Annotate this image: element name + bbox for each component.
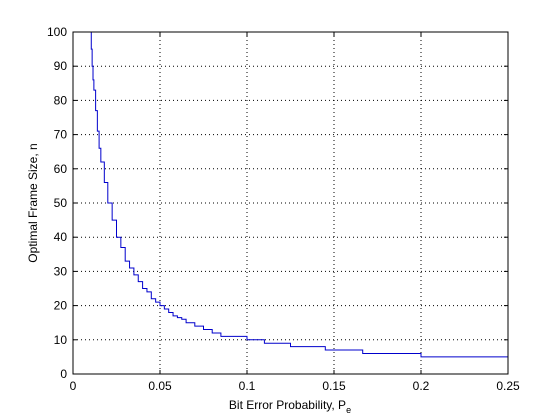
y-tick-label: 100 (47, 25, 67, 39)
x-tick-label: 0.25 (496, 379, 520, 393)
x-tick-label: 0.1 (239, 379, 256, 393)
grid (73, 32, 508, 374)
x-axis-label-subscript: e (346, 405, 351, 415)
y-axis-label: Optimal Frame Size, n (26, 143, 40, 262)
y-tick-label: 50 (54, 196, 68, 210)
y-tick-label: 30 (54, 264, 68, 278)
x-tick-label: 0.15 (322, 379, 346, 393)
y-tick-label: 40 (54, 230, 68, 244)
x-axis-label: Bit Error Probability, Pe (229, 398, 351, 415)
y-tick-label: 70 (54, 128, 68, 142)
plot-area (73, 32, 508, 374)
y-tick-label: 80 (54, 93, 68, 107)
ticks (72, 31, 509, 375)
x-tick-label: 0.05 (148, 379, 172, 393)
series-line (90, 31, 509, 361)
series-layer (90, 31, 509, 361)
tick-labels: 0 0.05 0.1 0.15 0.2 0.25 0 10 20 30 40 50 60 70 80 90 10… (47, 25, 520, 393)
x-tick-label: 0.2 (413, 379, 430, 393)
x-tick-label: 0 (70, 379, 77, 393)
y-tick-label: 20 (54, 299, 68, 313)
y-tick-label: 60 (54, 162, 68, 176)
y-tick-label: 90 (54, 59, 68, 73)
y-tick-label: 10 (54, 333, 68, 347)
y-tick-label: 0 (60, 367, 67, 381)
x-axis-label-text: Bit Error Probability, P (229, 398, 346, 412)
